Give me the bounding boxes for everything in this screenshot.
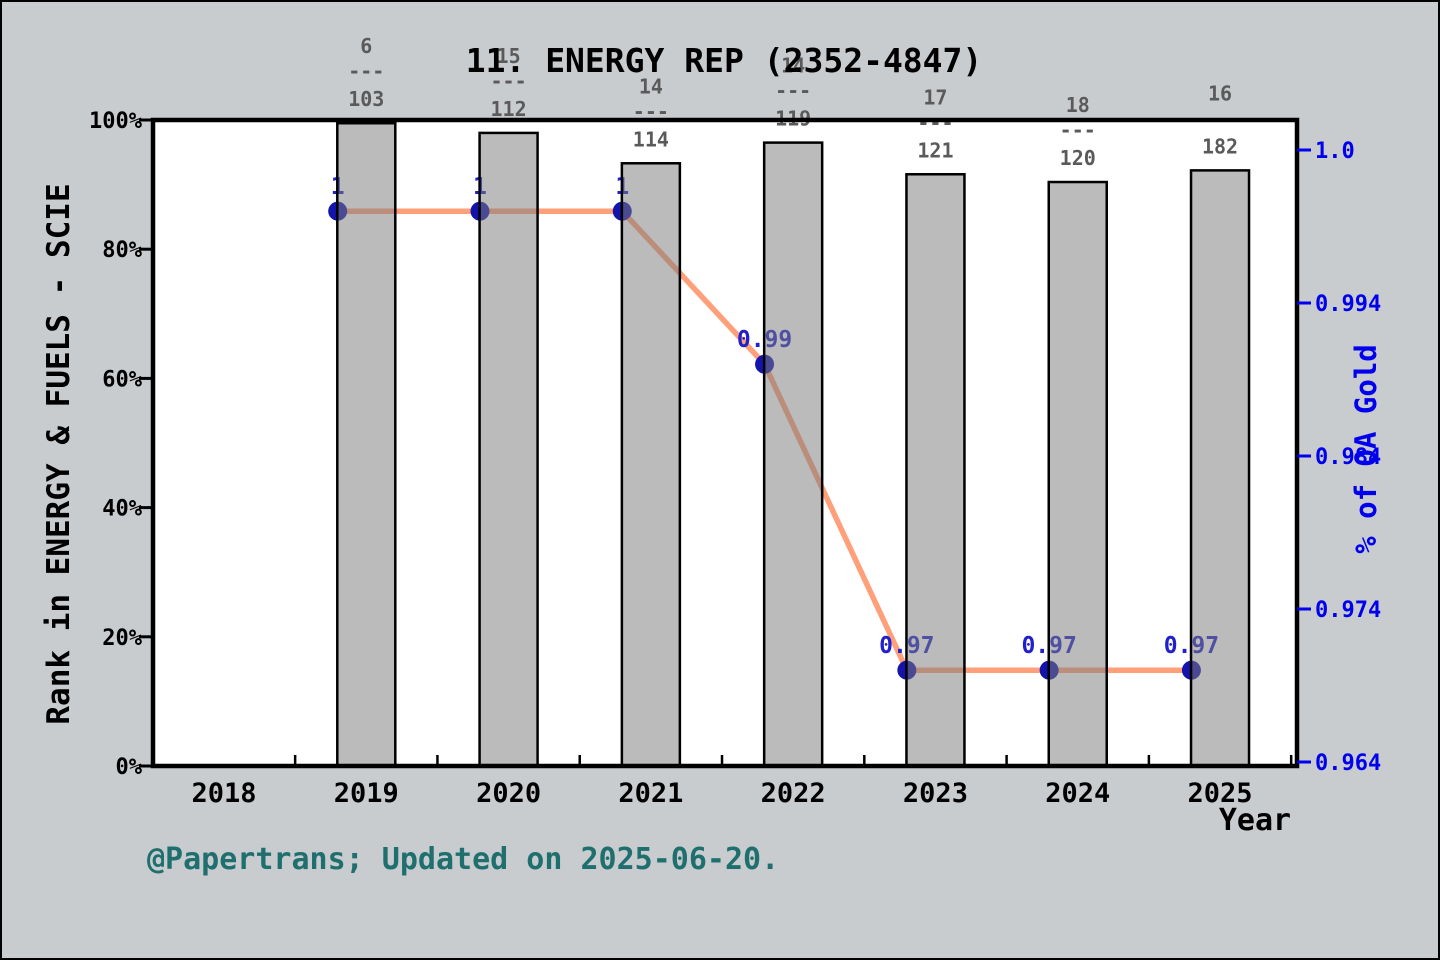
fraction-divider: --- [348, 59, 384, 83]
rank-denominator: 114 [633, 127, 669, 151]
x-tick-label-2019: 2019 [334, 778, 399, 809]
chart-title: 11. ENERGY REP (2352-4847) [466, 41, 983, 80]
x-tick-label-2020: 2020 [476, 778, 541, 809]
rank-fraction-2023: 17--- 121 [917, 85, 953, 162]
rank-bar-2020 [478, 131, 539, 768]
left-tick-label-80%: 80% [102, 238, 142, 263]
left-tick-label-0%: 0% [116, 755, 143, 780]
rank-fraction-2021: 14---114 [633, 74, 669, 151]
right-tick-label-1.0: 1.0 [1315, 139, 1355, 164]
x-tick-label-2023: 2023 [903, 778, 968, 809]
rank-numerator: 17 [923, 85, 947, 109]
right-y-axis-label: % of OA Gold [1349, 344, 1383, 554]
axes-layer: 0% 20% 40% 60% 80% 100% 2018 2019 2020 2021 2022 20… [89, 109, 1381, 809]
watermark-caption: @Papertrans; Updated on 2025-06-20. [147, 842, 779, 877]
rank-denominator: 121 [917, 138, 953, 162]
right-tick-label-0.964: 0.964 [1315, 751, 1381, 776]
rank-numerator: 6 [360, 34, 372, 58]
rank-numerator: 15 [497, 44, 521, 68]
x-tick-label-2025: 2025 [1188, 778, 1253, 809]
right-tick-label-0.984: 0.984 [1315, 445, 1381, 470]
rank-denominator: 182 [1202, 134, 1238, 158]
rank-bar-2025 [1189, 169, 1251, 768]
rank-numerator: 14 [639, 74, 663, 98]
rank-fraction-2024: 18---120 [1060, 93, 1096, 170]
x-axis-label: Year [1219, 803, 1291, 838]
rank-numerator: 16 [1208, 81, 1232, 105]
fraction-divider: --- [775, 79, 811, 103]
rank-bar-2024 [1047, 180, 1108, 768]
left-tick-label-100%: 100% [89, 109, 143, 134]
fraction-divider: --- [917, 110, 953, 134]
x-tick-label-2022: 2022 [761, 778, 826, 809]
right-tick-label-0.994: 0.994 [1315, 292, 1381, 317]
x-tick-label-2024: 2024 [1045, 778, 1110, 809]
rank-denominator: 112 [491, 97, 527, 121]
rank-fraction-2019: 6--- 103 [348, 34, 384, 111]
x-tick-label-2021: 2021 [618, 778, 683, 809]
rank-bar-2022 [762, 141, 824, 768]
rank-fraction-2020: 15--- 112 [491, 44, 527, 121]
rank-bars-layer [336, 121, 1251, 768]
fraction-divider: --- [491, 69, 527, 93]
rank-numerator: 18 [1066, 93, 1090, 117]
left-tick-label-20%: 20% [102, 626, 142, 651]
right-tick-label-0.974: 0.974 [1315, 598, 1381, 623]
rank-denominator: 120 [1060, 146, 1096, 170]
rank-bar-2019 [336, 121, 397, 768]
rank-numerator: 14 [781, 54, 805, 78]
rank-denominator: 103 [348, 87, 384, 111]
x-tick-label-2018: 2018 [191, 778, 256, 809]
left-y-axis-label: Rank in ENERGY & FUELS - SCIE [41, 183, 77, 724]
rank-bar-2023 [905, 173, 966, 768]
plot-frame [150, 117, 1300, 769]
left-tick-label-60%: 60% [102, 367, 142, 392]
left-tick-label-40%: 40% [102, 497, 142, 522]
rank-bar-2021 [620, 162, 682, 768]
